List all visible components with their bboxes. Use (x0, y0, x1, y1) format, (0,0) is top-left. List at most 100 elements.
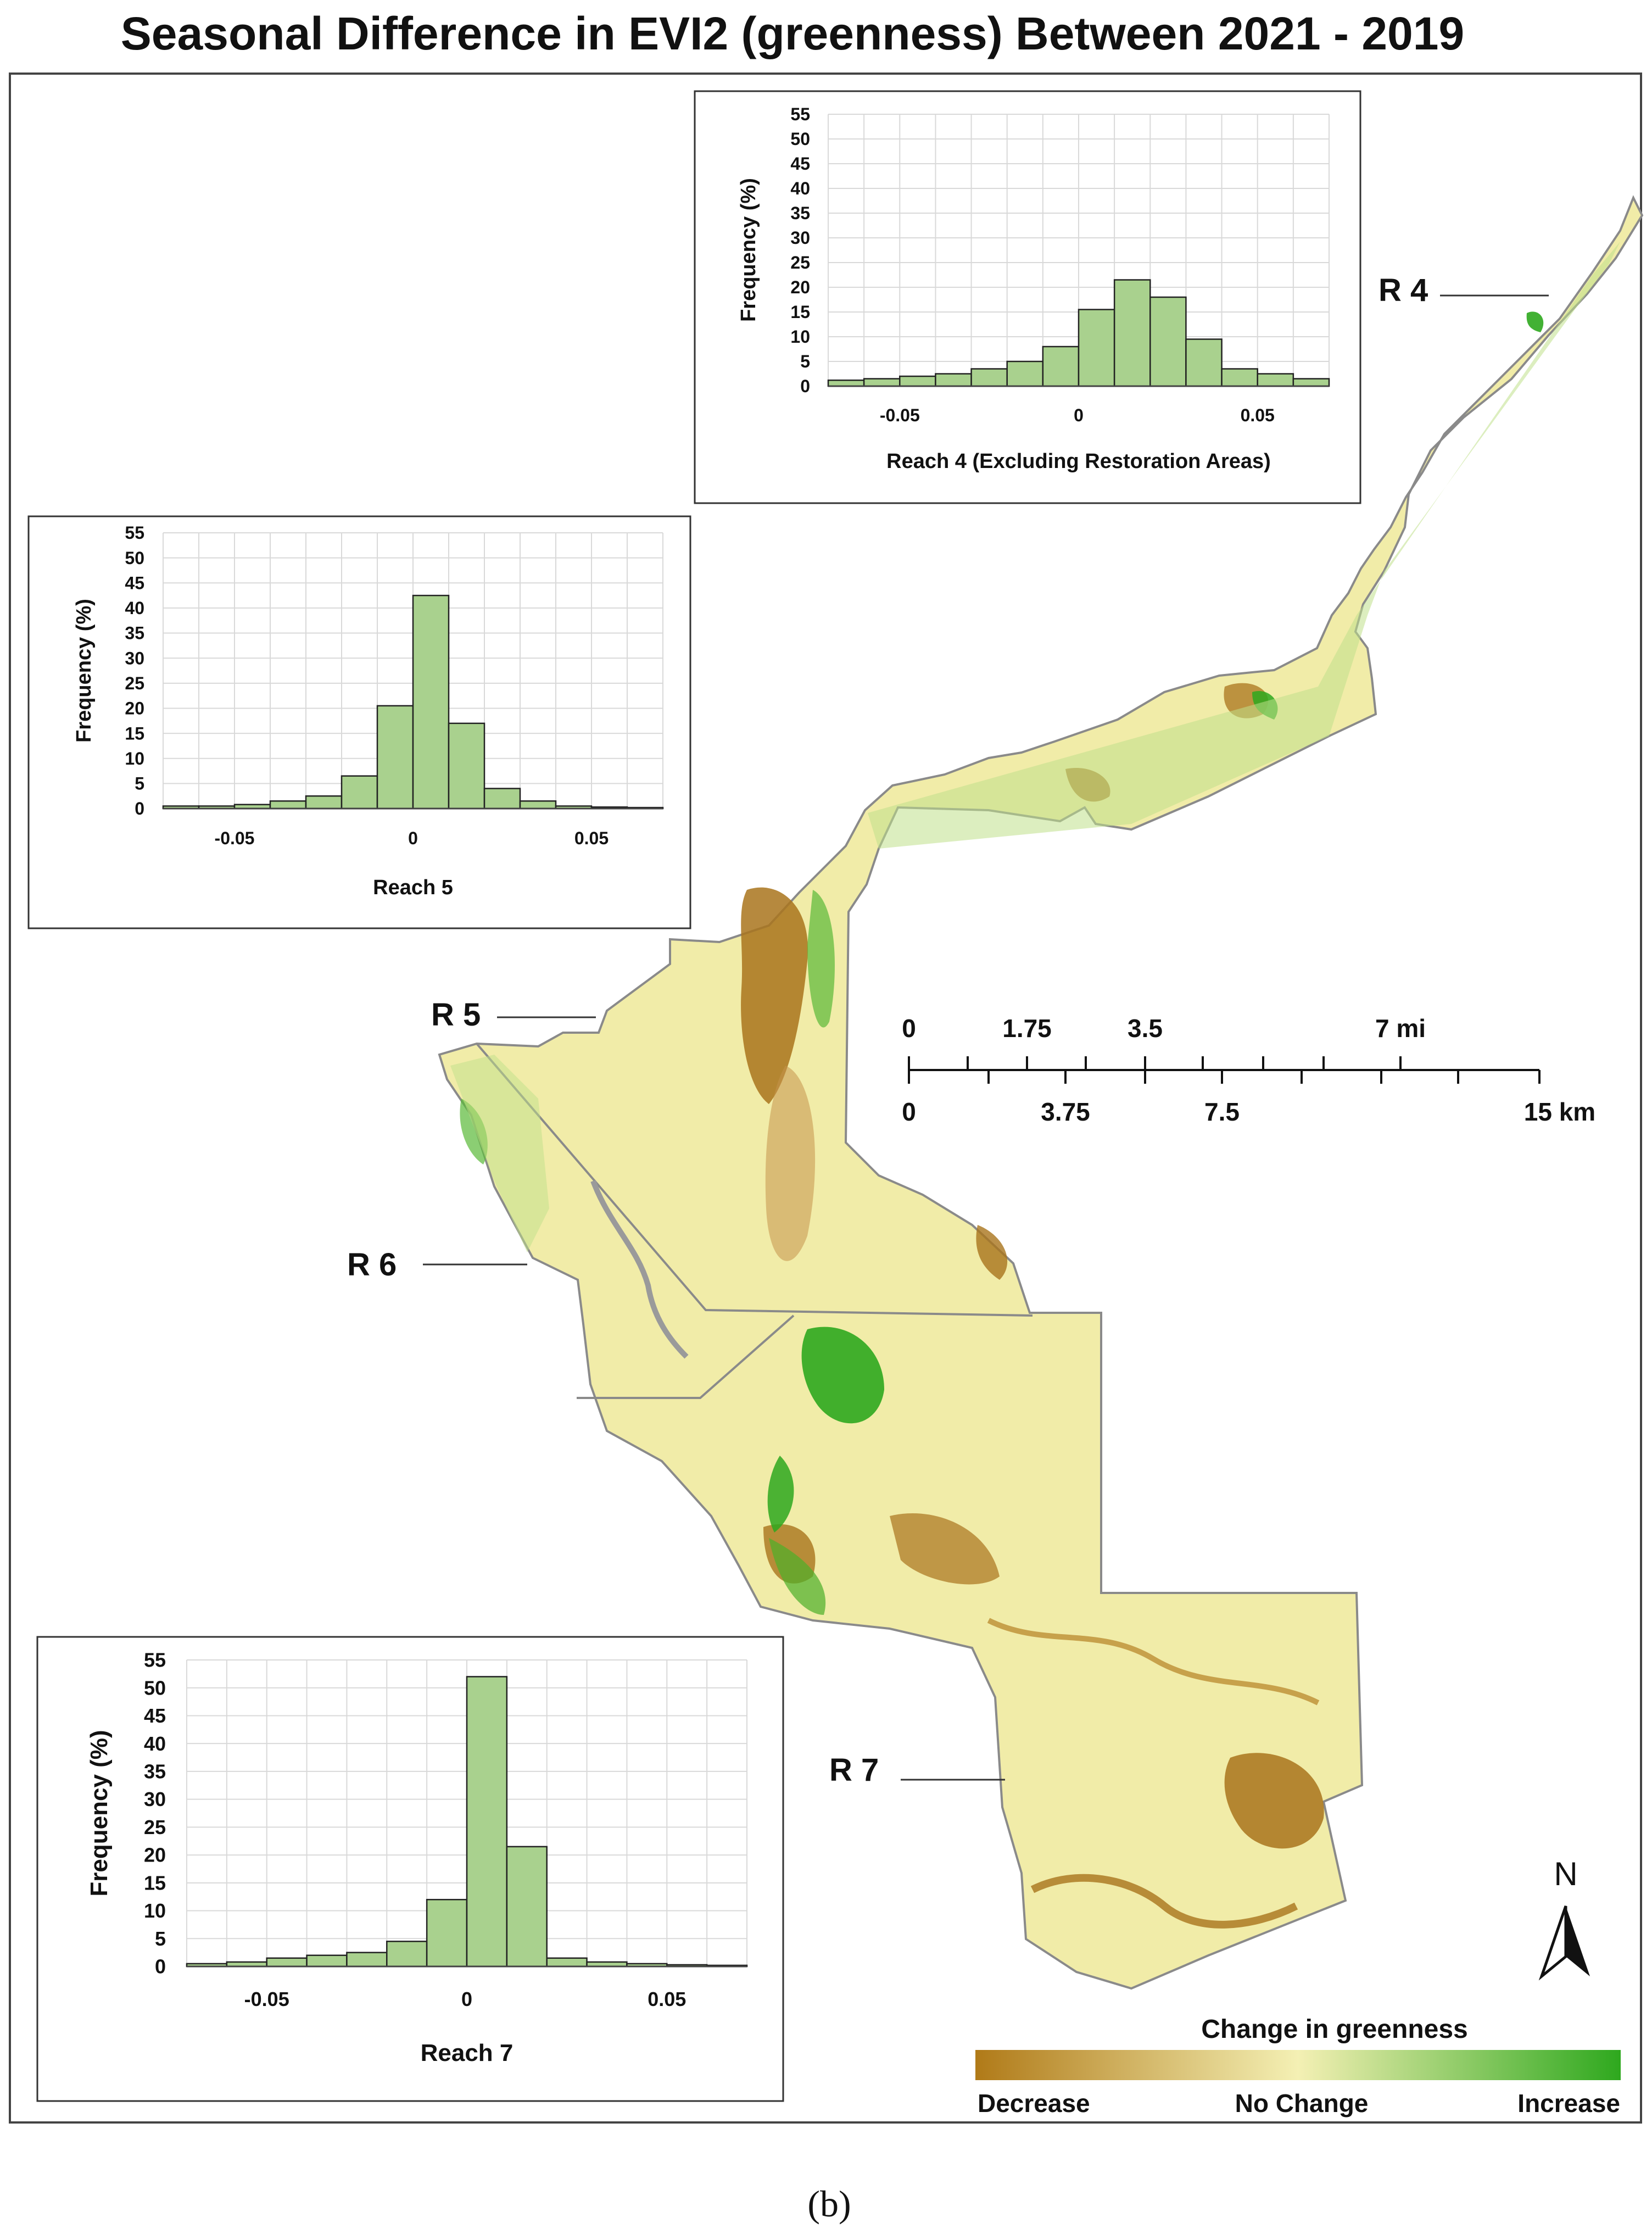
histogram-bar (1113, 279, 1151, 387)
x-tick-label: 0.05 (574, 828, 609, 848)
decrease-patch (741, 887, 808, 1104)
reach-label-r4: R 4 (1378, 272, 1428, 308)
x-tick-label: 0.05 (648, 1988, 686, 2010)
histogram-bar (827, 379, 865, 387)
histogram-bar (1185, 338, 1223, 387)
decrease-patch (765, 1066, 816, 1261)
histogram-bar (970, 368, 1008, 387)
y-tick-label: 50 (125, 548, 144, 568)
scale-bar: 0 1.75 3.5 7 mi 0 3.75 7.5 15 km (902, 1014, 1595, 1126)
y-tick-label: 30 (790, 228, 810, 248)
reach-label-r7: R 7 (829, 1752, 879, 1788)
y-tick-label: 5 (135, 774, 144, 794)
histogram-bar (863, 378, 901, 387)
histogram-reach-7: 0 5 10 15 20 25 30 35 40 45 50 55 -0.05 0 0.05 Reach 7 F… (86, 1649, 748, 2066)
y-tick-label: 55 (144, 1649, 166, 1671)
decrease-patch (1224, 1753, 1324, 1849)
histogram-reach-5: 0 5 10 15 20 25 30 35 40 45 50 55 -0.05 0 0.05 Reach 5 F… (72, 523, 664, 899)
legend-label-no-change: No Change (1235, 2089, 1369, 2118)
x-tick-label: 0 (461, 1988, 472, 2010)
increase-patch (1526, 311, 1544, 332)
legend-label-increase: Increase (1517, 2089, 1620, 2118)
histogram-bar (448, 722, 485, 810)
x-axis-title: Reach 5 (373, 876, 453, 899)
light-increase-zone (450, 1055, 549, 1252)
histogram-bar (466, 1676, 508, 1968)
y-tick-label: 45 (790, 154, 810, 174)
y-tick-label: 45 (125, 573, 144, 593)
y-tick-label: 10 (125, 749, 144, 768)
y-tick-label: 40 (125, 598, 144, 618)
histogram-bar (1257, 373, 1294, 387)
y-tick-label: 15 (125, 723, 144, 743)
x-tick-label: -0.05 (244, 1988, 289, 2010)
y-tick-label: 40 (144, 1732, 166, 1755)
y-tick-label: 55 (125, 523, 144, 543)
histogram-bar (1292, 378, 1330, 387)
water-channel (590, 1180, 689, 1359)
y-tick-label: 20 (125, 699, 144, 718)
y-tick-label: 25 (790, 253, 810, 272)
y-tick-label: 45 (144, 1704, 166, 1727)
y-tick-label: 25 (144, 1816, 166, 1838)
histogram-reach-4: 0 5 10 15 20 25 30 35 40 45 50 55 -0.05 0 0.05 Reach 4 … (737, 104, 1330, 473)
histogram-bar (305, 795, 343, 810)
reach-boundary-5-6 (476, 1043, 1033, 1317)
y-tick-label: 25 (125, 673, 144, 693)
y-tick-label: 5 (155, 1927, 166, 1950)
decrease-patch (890, 1513, 1000, 1585)
y-tick-label: 20 (144, 1844, 166, 1866)
histogram-bar (519, 800, 557, 810)
histogram-bar (483, 788, 521, 810)
y-tick-label: 55 (790, 104, 810, 124)
y-axis-title: Frequency (%) (737, 178, 760, 322)
increase-patch (807, 890, 835, 1028)
y-tick-label: 15 (144, 1871, 166, 1894)
reach-label-r6: R 6 (347, 1247, 397, 1283)
histogram-bar (306, 1954, 348, 1968)
y-tick-label: 0 (135, 799, 144, 818)
histogram-bar (1078, 309, 1115, 387)
y-tick-label: 35 (125, 623, 144, 643)
increase-patch (801, 1327, 884, 1424)
y-axis-title: Frequency (%) (86, 1730, 113, 1896)
histogram-bar (269, 800, 307, 810)
y-tick-label: 50 (144, 1676, 166, 1699)
y-tick-label: 10 (144, 1899, 166, 1922)
increase-patch (767, 1456, 794, 1533)
y-tick-label: 35 (790, 203, 810, 223)
scale-label-mi-3.5: 3.5 (1128, 1014, 1163, 1043)
legend-label-decrease: Decrease (978, 2089, 1090, 2118)
x-tick-label: 0.05 (1241, 405, 1275, 425)
light-increase-zone (868, 242, 1620, 849)
scale-label-km-3.75: 3.75 (1041, 1097, 1090, 1126)
scale-label-km-7.5: 7.5 (1204, 1097, 1240, 1126)
legend-color-ramp (975, 2050, 1621, 2080)
histogram-bar (266, 1957, 308, 1968)
reach-label-r5: R 5 (431, 997, 481, 1033)
y-axis-title: Frequency (%) (72, 599, 96, 743)
histogram-bar (1006, 360, 1044, 387)
histogram-bar (1221, 368, 1258, 387)
histogram-bar (412, 594, 450, 810)
increase-patch (769, 1538, 826, 1615)
y-tick-label: 0 (800, 376, 810, 396)
decrease-patch (976, 1225, 1008, 1280)
decrease-river-channel (1030, 1874, 1298, 1929)
histogram-bar (341, 775, 378, 810)
legend: Change in greenness Decrease No Change I… (975, 2015, 1621, 2118)
histogram-bar (506, 1846, 548, 1968)
histogram-bar (899, 375, 936, 387)
x-tick-label: -0.05 (880, 405, 920, 425)
decrease-river-channel (987, 1618, 1320, 1706)
histogram-bar (376, 705, 414, 810)
figure-caption: (b) (807, 2183, 851, 2225)
scale-bar-ticks (908, 1056, 1541, 1084)
north-arrow-icon: N (1538, 1855, 1590, 1981)
histogram-bar (386, 1941, 428, 1968)
y-tick-label: 40 (790, 179, 810, 198)
reach-boundary-6-7 (577, 1314, 795, 1399)
y-tick-label: 15 (790, 302, 810, 322)
y-tick-label: 0 (155, 1955, 166, 1978)
north-label: N (1554, 1855, 1577, 1892)
